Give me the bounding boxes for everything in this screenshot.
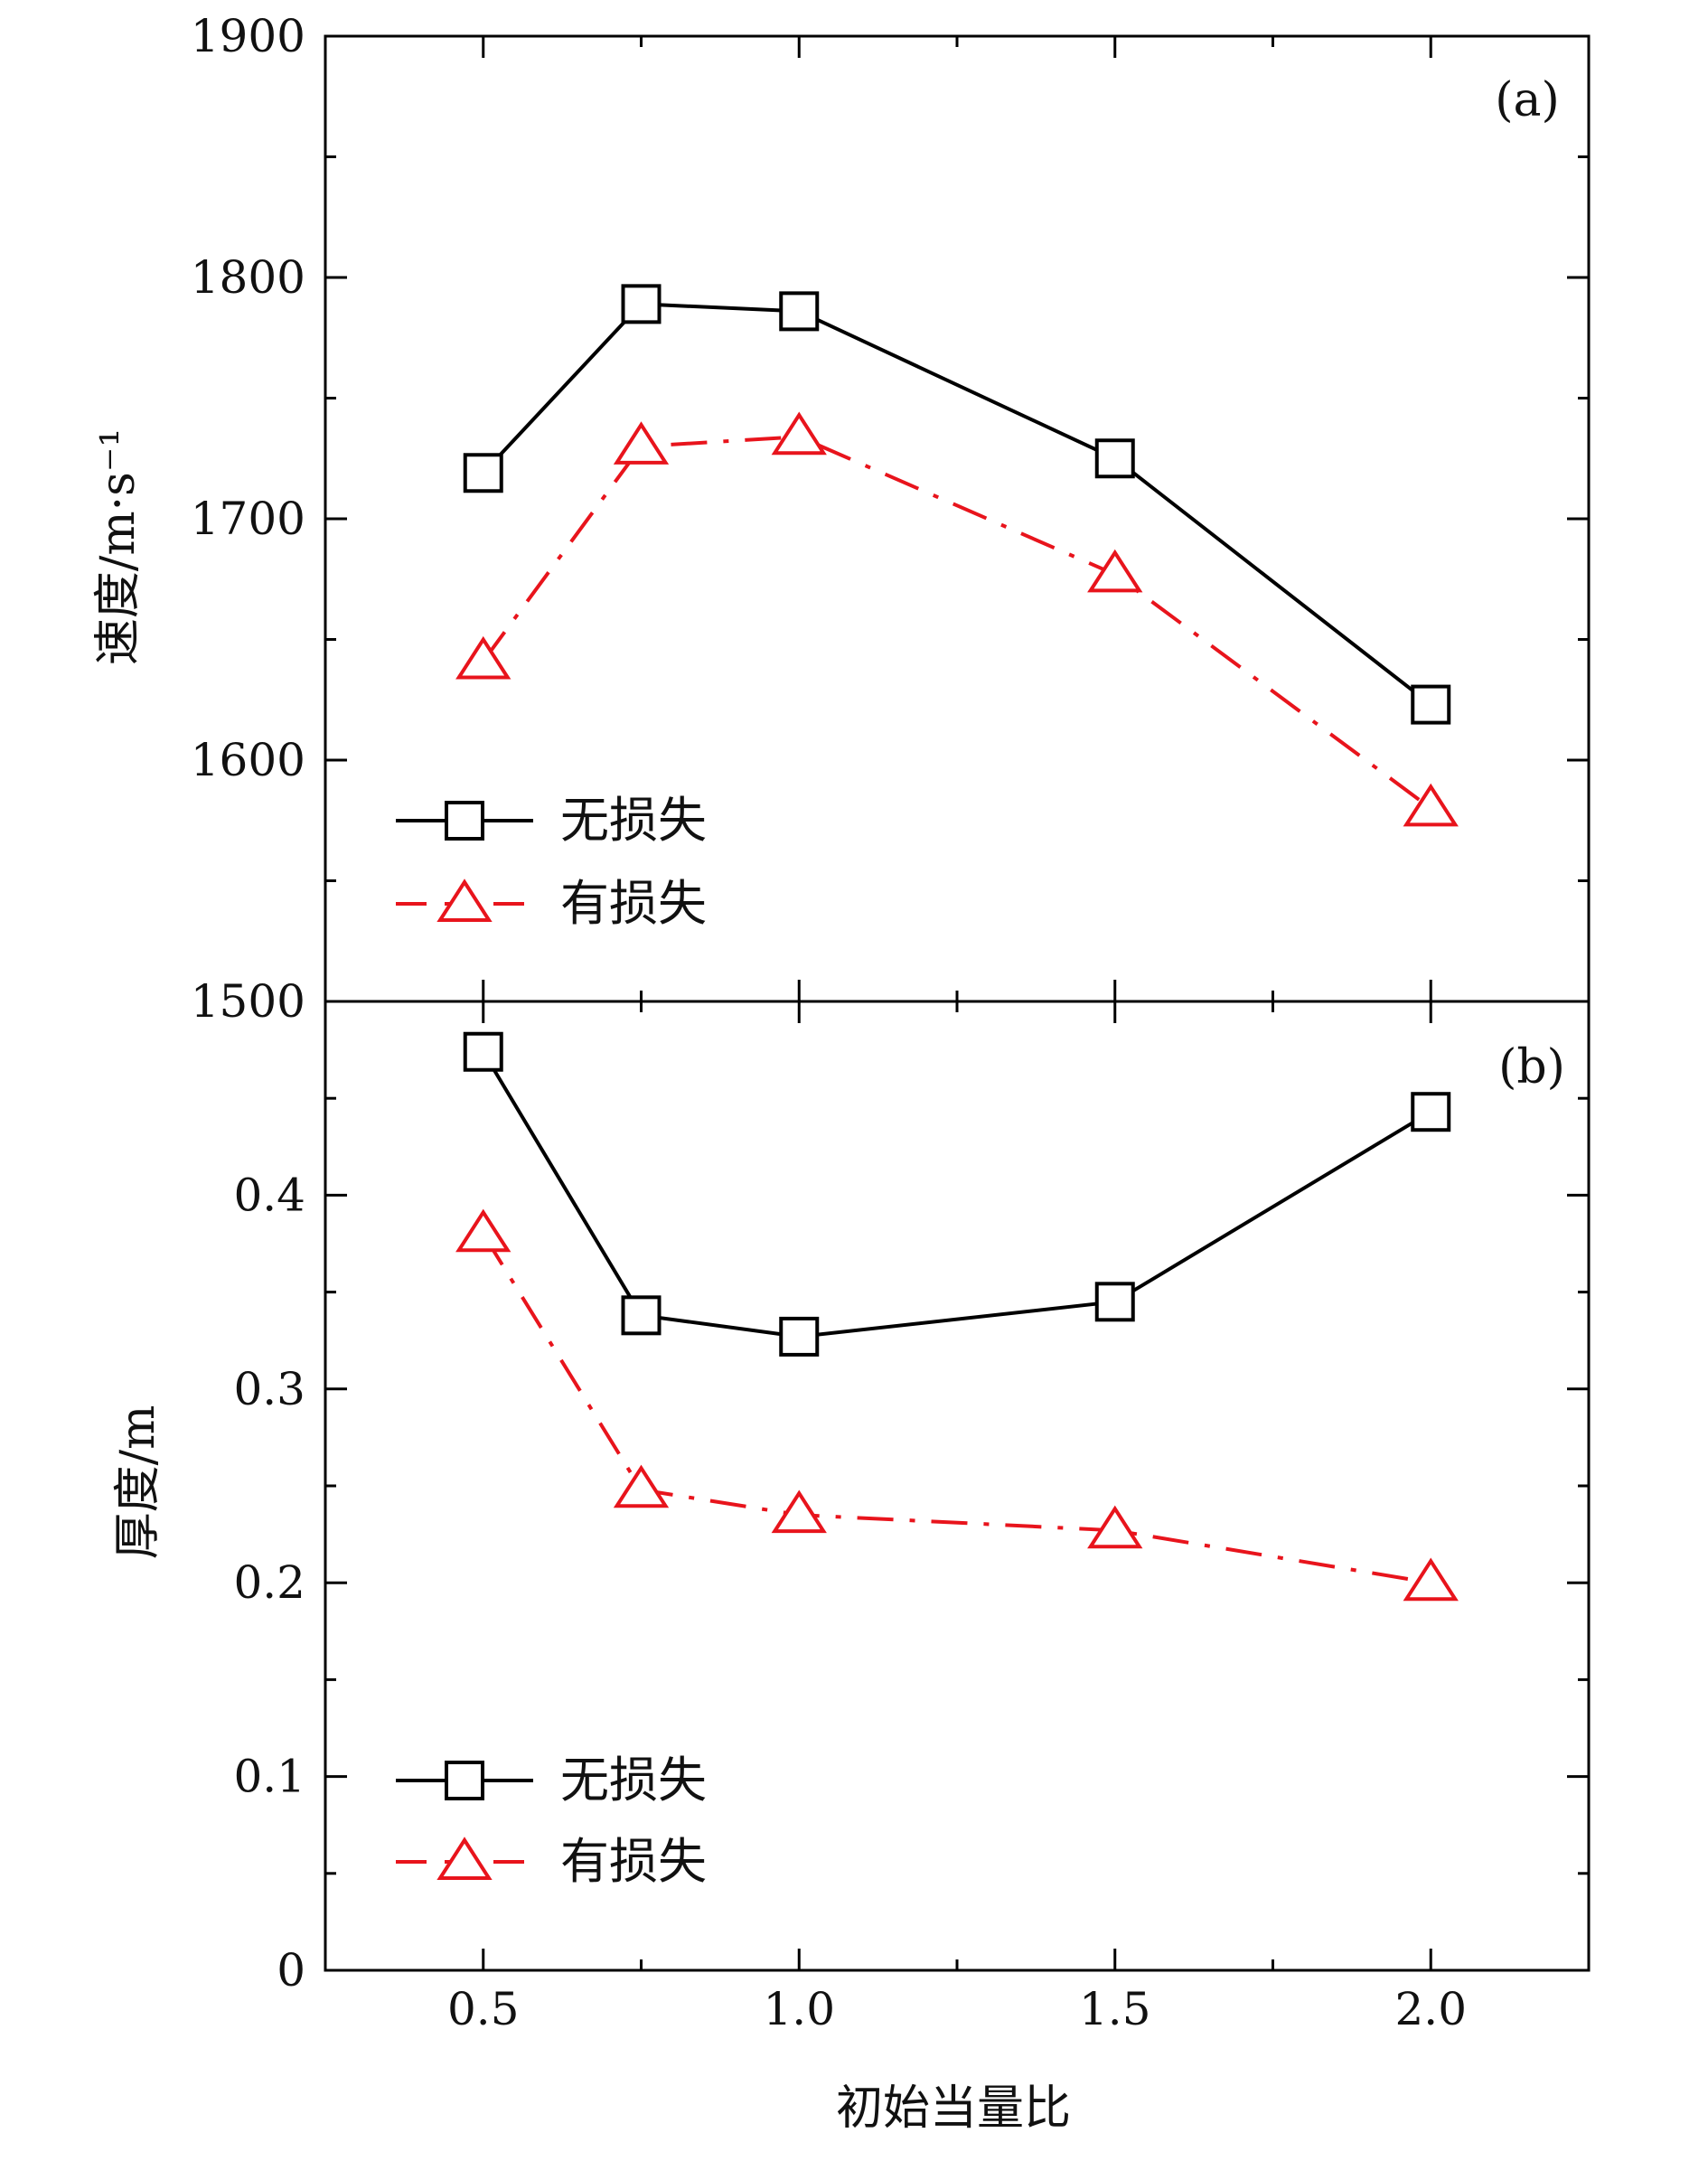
panel-b-frame <box>324 1000 1591 1972</box>
panel-b-legend-no-loss-marker <box>445 1761 484 1800</box>
panel-b-legend-no-loss-label: 无损失 <box>560 1752 707 1809</box>
panel-a-series-with-loss-point <box>613 421 670 465</box>
panel-b-legend-with-loss-marker <box>436 1837 493 1880</box>
panel-a-series-no-loss-point <box>1411 684 1451 725</box>
panel-b-y-tick-label: 0.3 <box>233 1363 305 1415</box>
panel-a-series-with-loss-point <box>1087 549 1143 593</box>
panel-a-series-no-loss-point <box>1094 438 1135 479</box>
panel-b-label: (b) <box>1498 1040 1565 1095</box>
panel-a-series-with-loss-point <box>771 411 827 456</box>
panel-b-series-no-loss-point <box>1094 1282 1135 1322</box>
panel-b-series-no-loss-point <box>463 1031 503 1072</box>
panel-b-series-no-loss-point <box>1411 1092 1451 1132</box>
panel-a-legend-with-loss-label: 有损失 <box>560 875 707 932</box>
panel-b-y-tick-label: 0.4 <box>233 1169 305 1221</box>
panel-b-series-with-loss-point <box>1403 1557 1459 1602</box>
x-axis-title: 初始当量比 <box>836 2081 1071 2136</box>
panel-a-y-tick-label: 1900 <box>191 10 305 62</box>
panel-b-legend-with-loss-label: 有损失 <box>560 1833 707 1890</box>
panel-a-series-no-loss-point <box>621 284 662 324</box>
panel-a-series-with-loss-line <box>482 435 1432 811</box>
panel-a-frame <box>324 34 1591 1003</box>
panel-a-legend-with-loss-marker <box>436 878 493 922</box>
panel-b-y-axis-title: 厚度/m <box>111 1405 165 1560</box>
panel-b-y-tick-label: 0.2 <box>233 1556 305 1609</box>
panel-b-series-no-loss-point <box>621 1295 662 1336</box>
panel-a-y-tick-label: 1700 <box>191 493 305 545</box>
panel-a-series-with-loss-point <box>455 635 511 680</box>
panel-b-series-with-loss-point <box>1087 1505 1143 1549</box>
panel-b-series-with-loss-point <box>455 1208 511 1253</box>
panel-a-legend-no-loss-label: 无损失 <box>560 792 707 849</box>
panel-b-series-no-loss-line <box>482 1050 1432 1339</box>
panel-a-y-tick-label: 1500 <box>191 975 305 1028</box>
panel-b-series-with-loss-point <box>613 1464 670 1508</box>
panel-a-y-tick-label: 1600 <box>191 734 305 786</box>
panel-b-series-no-loss-point <box>779 1316 820 1357</box>
panel-a-series-no-loss-point <box>779 291 820 332</box>
x-tick-label: 1.5 <box>1079 1983 1151 2035</box>
panel-a-legend-no-loss-marker <box>445 801 484 841</box>
panel-a-label: (a) <box>1495 73 1560 127</box>
panel-a-y-axis-title: 速度/m·s⁻¹ <box>91 428 145 665</box>
panel-a-y-tick-label: 1800 <box>191 251 305 304</box>
x-tick-label: 2.0 <box>1394 1983 1467 2035</box>
panel-a-series-with-loss-point <box>1403 783 1459 827</box>
panel-b-y-tick-label: 0.1 <box>233 1751 305 1803</box>
panel-b-series-with-loss-point <box>771 1489 827 1534</box>
panel-b-y-tick-label: 0 <box>277 1944 305 1997</box>
x-tick-label: 1.0 <box>763 1983 835 2035</box>
panel-a-series-no-loss-point <box>463 453 503 493</box>
x-tick-label: 0.5 <box>447 1983 520 2035</box>
